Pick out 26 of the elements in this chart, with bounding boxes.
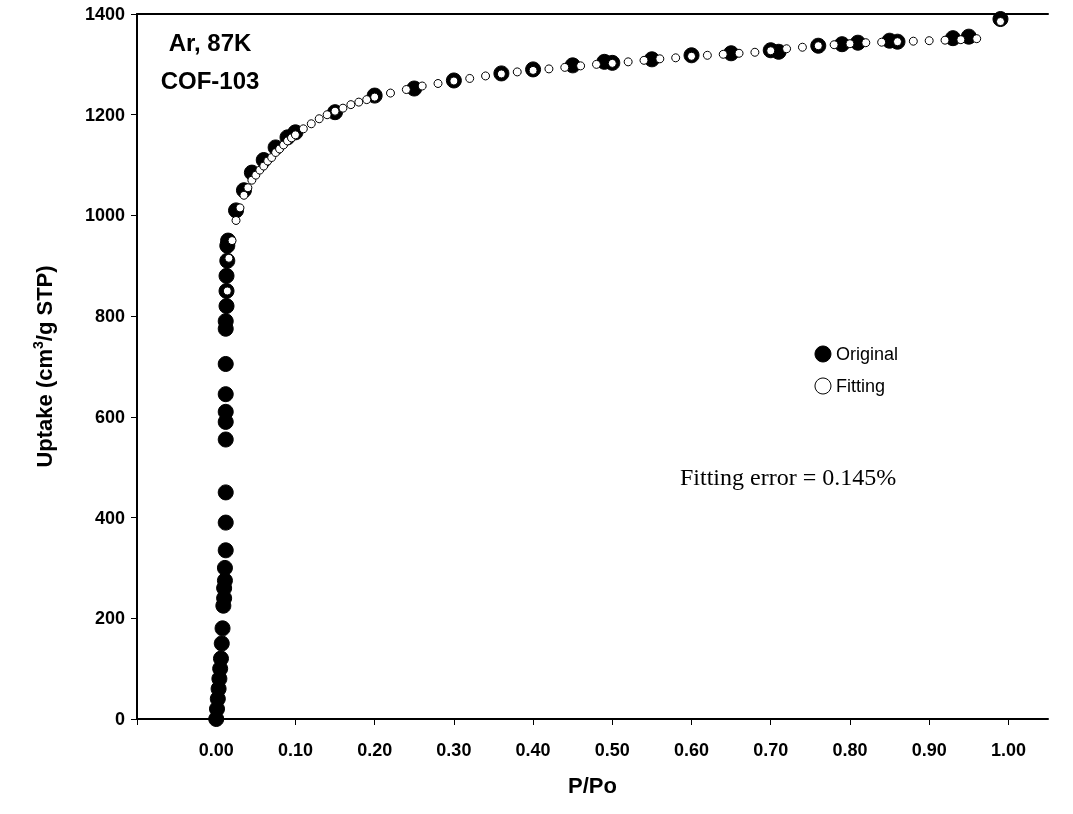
legend-label: Fitting	[835, 376, 886, 396]
y-axis-title: Uptake (cm3/g STP)	[30, 265, 57, 468]
x-tick-label: 0.90	[911, 740, 947, 760]
y-tick-label: 800	[94, 306, 125, 327]
y-tick-label: 1200	[84, 104, 125, 125]
x-tick-label: 0.70	[753, 740, 789, 760]
x-tick-label: 0.40	[515, 740, 551, 760]
x-tick-label: 0.50	[594, 740, 630, 760]
annotation: Ar, 87K	[168, 28, 253, 56]
y-tick-label: 400	[94, 507, 125, 528]
x-tick-label: 0.60	[674, 740, 710, 760]
y-tick-label: 0	[114, 709, 125, 729]
x-tick-label: 0.80	[832, 740, 868, 760]
y-tick-label: 200	[94, 608, 125, 629]
legend-label: Original	[835, 344, 899, 364]
y-tick-label: 1000	[84, 205, 125, 226]
y-tick-label: 600	[94, 406, 125, 427]
x-tick-label: 0.10	[277, 740, 313, 760]
x-tick-label: 0.00	[198, 740, 234, 760]
annotation: Fitting error = 0.145%	[680, 464, 897, 490]
y-tick-label: 1400	[84, 4, 125, 24]
x-tick-label: 1.00	[990, 740, 1026, 760]
x-axis-title: P/Po	[568, 772, 617, 798]
annotation: COF-103	[160, 66, 260, 94]
x-tick-label: 0.20	[357, 740, 393, 760]
x-tick-label: 0.30	[436, 740, 472, 760]
